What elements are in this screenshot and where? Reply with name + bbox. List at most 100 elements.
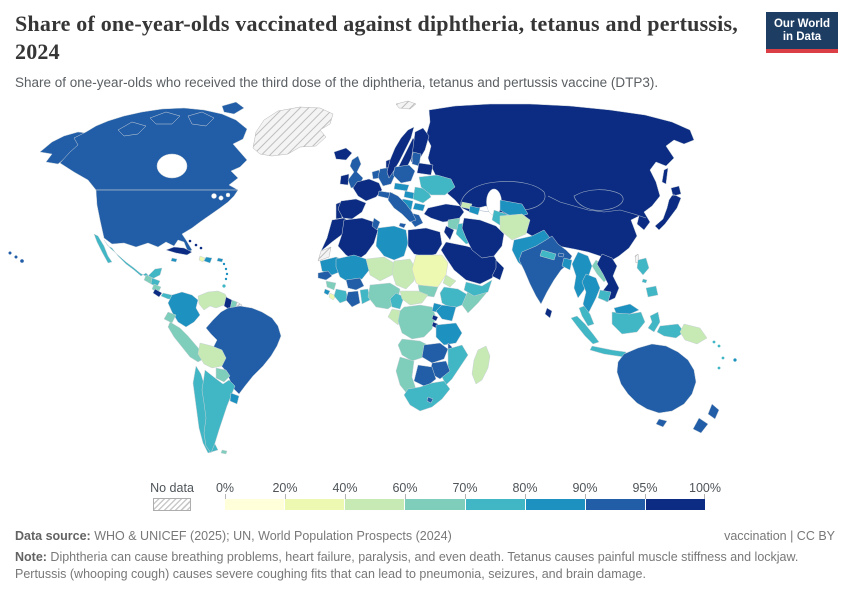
region-mali[interactable]: [335, 254, 371, 284]
region-ivory-coast[interactable]: [333, 288, 349, 304]
region-uruguay[interactable]: [229, 392, 240, 405]
legend-colorbar[interactable]: 0% 20% 40% 60% 70% 80% 90% 95% 100%: [216, 481, 721, 513]
region-togo-benin[interactable]: [359, 288, 371, 305]
region-jamaica[interactable]: [170, 257, 178, 263]
region-angola[interactable]: [397, 338, 429, 362]
region-hawaii[interactable]: [8, 251, 24, 263]
no-data-swatch[interactable]: [153, 498, 191, 511]
region-philippines[interactable]: [636, 257, 659, 298]
region-guinea[interactable]: [325, 280, 337, 291]
legend-bin-0-20%[interactable]: [225, 499, 286, 510]
region-japan[interactable]: [654, 185, 682, 231]
region-mexico[interactable]: [93, 233, 163, 280]
region-lesotho[interactable]: [426, 396, 434, 404]
region-new-zealand[interactable]: [692, 403, 720, 434]
region-belarus[interactable]: [416, 162, 434, 176]
region-falkland-islands[interactable]: [220, 449, 228, 455]
region-oman[interactable]: [491, 259, 505, 281]
legend-bin-70-80%[interactable]: [465, 499, 526, 510]
region-vietnam[interactable]: [596, 253, 620, 303]
region-sakhalin[interactable]: [661, 167, 669, 185]
region-venezuela[interactable]: [197, 290, 229, 311]
region-fiji[interactable]: [733, 358, 737, 362]
region-colombia[interactable]: [167, 291, 201, 328]
region-australia[interactable]: [616, 343, 697, 414]
region-algeria[interactable]: [337, 217, 379, 262]
region-italy[interactable]: [387, 191, 417, 229]
region-malaysia-peninsula[interactable]: [578, 305, 595, 327]
region-ukraine[interactable]: [418, 174, 456, 196]
region-western-sahara[interactable]: [317, 246, 332, 262]
region-sierra-leone[interactable]: [323, 288, 331, 296]
region-trinidad[interactable]: [222, 284, 226, 288]
region-bahamas[interactable]: [188, 239, 203, 250]
region-bolivia[interactable]: [197, 342, 227, 369]
region-burkina-faso[interactable]: [345, 277, 365, 291]
region-poland[interactable]: [392, 164, 416, 184]
region-arctic-islands[interactable]: [117, 101, 245, 137]
region-france[interactable]: [352, 178, 383, 202]
legend-bin-60-70%[interactable]: [405, 499, 466, 510]
legend-bin-20-40%[interactable]: [285, 499, 346, 510]
owid-logo[interactable]: Our World in Data: [766, 12, 838, 53]
region-haiti[interactable]: [198, 255, 206, 263]
legend-bin-40-60%[interactable]: [345, 499, 406, 510]
region-iran[interactable]: [461, 217, 505, 259]
region-vanuatu[interactable]: [721, 356, 725, 360]
region-cambodia[interactable]: [597, 289, 612, 303]
region-russia-china-central-asia[interactable]: [425, 103, 695, 263]
region-tasmania[interactable]: [655, 418, 668, 428]
region-senegal[interactable]: [317, 270, 333, 281]
region-malaysia-borneo[interactable]: [613, 303, 640, 315]
region-chad[interactable]: [391, 258, 417, 290]
region-nepal[interactable]: [539, 249, 557, 261]
region-cuba[interactable]: [165, 246, 193, 256]
region-ireland[interactable]: [339, 173, 350, 186]
region-madagascar[interactable]: [471, 345, 491, 385]
region-south-africa[interactable]: [403, 380, 451, 412]
region-brazil[interactable]: [205, 305, 282, 395]
region-czech-slovakia[interactable]: [393, 182, 410, 192]
region-iceland[interactable]: [333, 147, 353, 161]
region-argentina[interactable]: [201, 369, 236, 454]
region-bangladesh[interactable]: [561, 257, 573, 271]
region-costa-rica[interactable]: [152, 288, 163, 298]
region-papua-new-guinea[interactable]: [679, 323, 708, 345]
region-afghanistan[interactable]: [499, 213, 531, 241]
region-zambia[interactable]: [421, 342, 449, 364]
region-greenland[interactable]: [252, 106, 334, 157]
legend-no-data[interactable]: No data: [150, 481, 194, 511]
region-egypt[interactable]: [407, 227, 443, 258]
world-choropleth-map[interactable]: [0, 92, 850, 482]
region-botswana[interactable]: [413, 364, 437, 388]
region-paraguay[interactable]: [215, 367, 231, 383]
region-israel-jordan[interactable]: [443, 225, 455, 241]
region-usa[interactable]: [95, 189, 239, 253]
region-ethiopia[interactable]: [439, 286, 469, 310]
region-thailand[interactable]: [581, 273, 601, 315]
region-rwanda[interactable]: [431, 314, 439, 322]
region-azerbaijan[interactable]: [468, 205, 481, 216]
region-tunisia[interactable]: [371, 217, 381, 231]
region-kenya[interactable]: [435, 304, 457, 322]
region-svalbard[interactable]: [395, 100, 417, 110]
region-lesser-antilles[interactable]: [222, 262, 229, 281]
region-libya[interactable]: [375, 225, 409, 261]
region-sri-lanka[interactable]: [544, 307, 553, 319]
legend-bin-80-90%[interactable]: [525, 499, 586, 510]
region-myanmar[interactable]: [571, 251, 593, 299]
legend-bin-95-100%[interactable]: [645, 499, 705, 510]
region-spain[interactable]: [337, 198, 367, 220]
region-tanzania[interactable]: [435, 322, 463, 346]
region-central-african-republic[interactable]: [399, 290, 429, 306]
region-canada[interactable]: [59, 107, 248, 191]
region-ghana[interactable]: [345, 290, 361, 308]
region-drc[interactable]: [397, 304, 437, 340]
region-puerto-rico[interactable]: [216, 257, 224, 263]
region-bulgaria[interactable]: [412, 202, 426, 212]
legend-bin-90-95%[interactable]: [585, 499, 646, 510]
region-bhutan[interactable]: [557, 252, 565, 258]
region-liberia[interactable]: [328, 292, 337, 301]
region-dominican-republic[interactable]: [203, 256, 213, 264]
region-eritrea[interactable]: [442, 274, 457, 288]
